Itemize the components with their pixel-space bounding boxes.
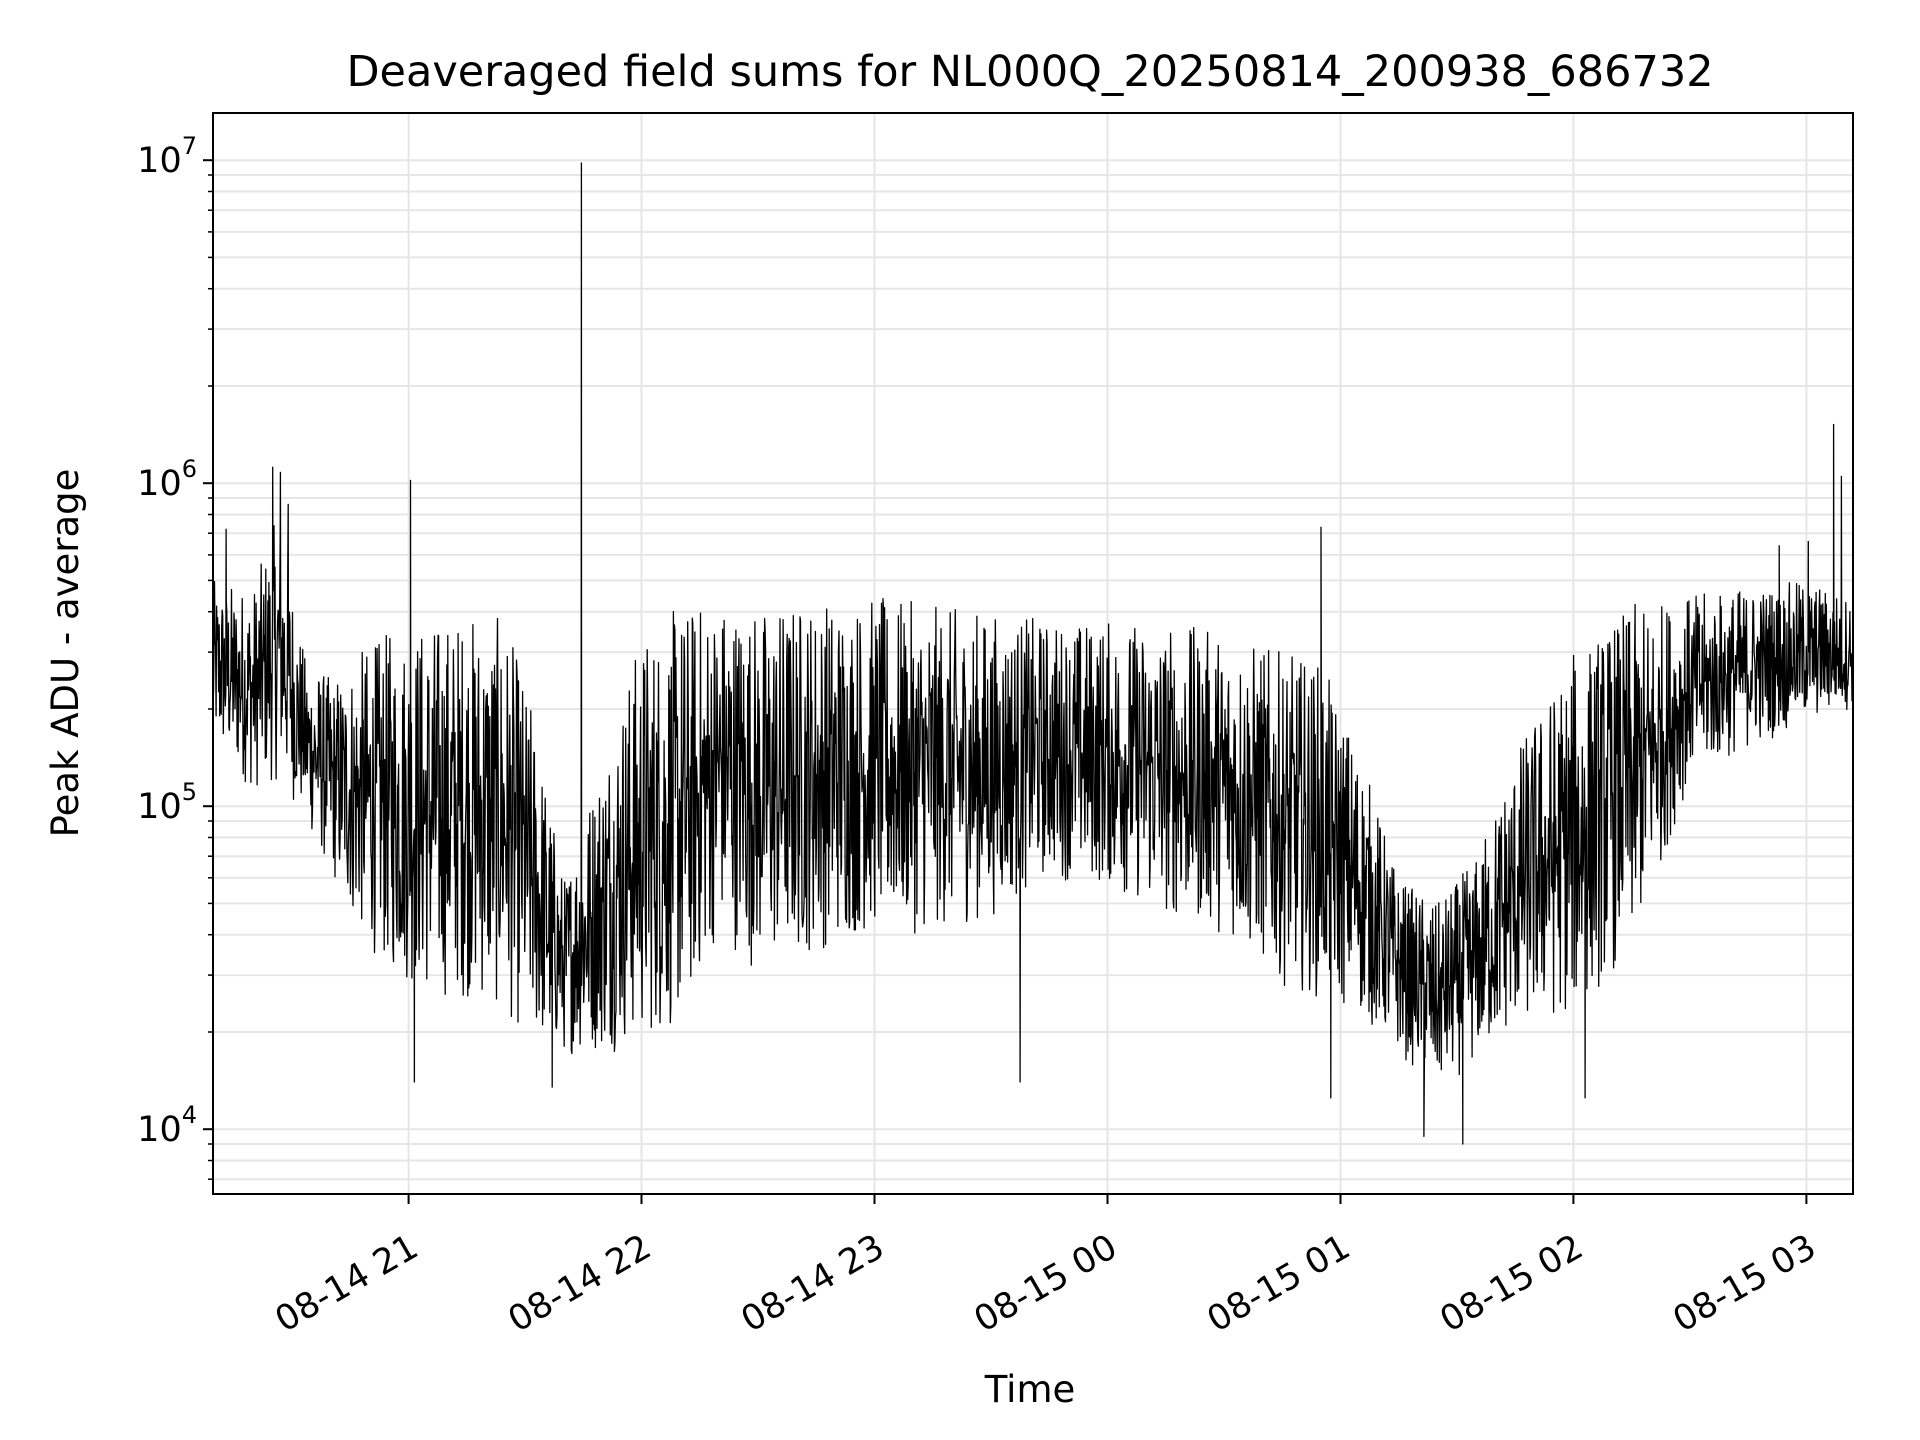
- x-tick-label: 08-15 00: [968, 1227, 1124, 1340]
- x-tick-label: 08-15 01: [1201, 1227, 1357, 1340]
- y-tick-label: 106: [137, 455, 197, 504]
- y-tick-label: 105: [137, 778, 197, 827]
- x-axis: 08-14 21 08-14 22 08-14 23 08-15 00 08-15 01…: [269, 1194, 1823, 1340]
- x-tick-label: 08-14 23: [735, 1227, 891, 1340]
- y-axis: 104 105 106 107: [137, 132, 213, 1180]
- x-tick-label: 08-15 03: [1667, 1227, 1823, 1340]
- y-tick-label: 107: [137, 132, 197, 181]
- y-axis-label: Peak ADU - average: [44, 469, 87, 838]
- plot-frame: [212, 112, 1854, 1195]
- series-layer: [212, 162, 1854, 1145]
- y-tick-label: 104: [137, 1101, 197, 1150]
- x-axis-label: Time: [984, 1368, 1076, 1411]
- x-tick-label: 08-14 21: [269, 1227, 425, 1340]
- x-tick-label: 08-14 22: [502, 1227, 658, 1340]
- series-line: [212, 162, 1854, 1145]
- chart-title: Deaveraged field sums for NL000Q_2025081…: [346, 47, 1713, 97]
- x-tick-label: 08-15 02: [1434, 1227, 1590, 1340]
